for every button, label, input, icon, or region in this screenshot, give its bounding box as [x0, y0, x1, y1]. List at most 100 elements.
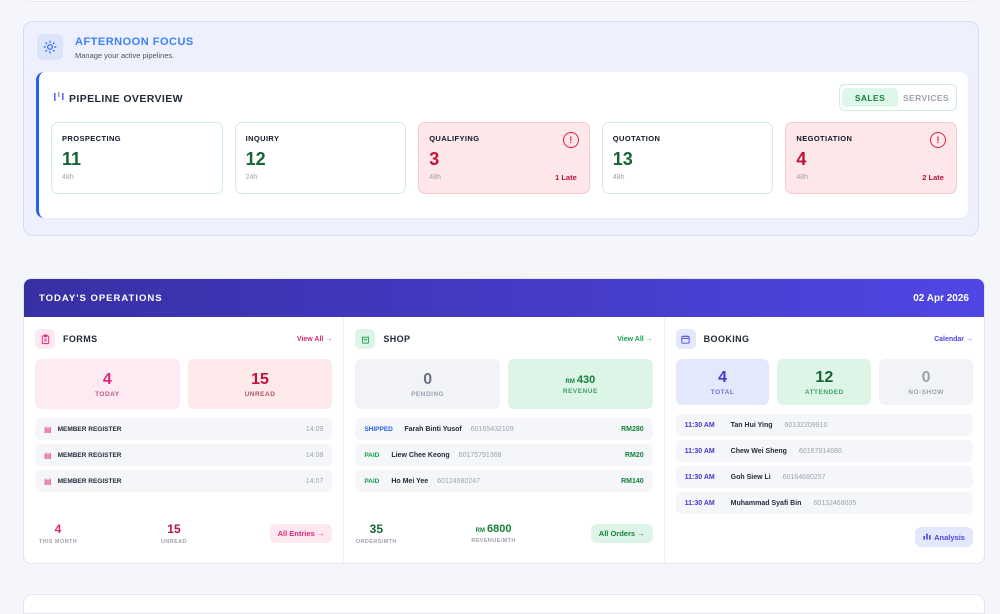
- order-row[interactable]: SHIPPED Farah Binti Yusof 60165432109 RM…: [355, 418, 653, 440]
- customer-name: Liew Chee Keong: [391, 451, 450, 459]
- foot-value: 4: [54, 522, 62, 536]
- calendar-link[interactable]: Calendar →: [934, 335, 973, 343]
- customer-name: Farah Binti Yusof: [404, 425, 462, 433]
- guest-name: Goh Siew Li: [730, 473, 771, 481]
- bar-chart-icon: [923, 532, 931, 542]
- currency-label: RM: [565, 378, 575, 385]
- booking-time: 11:30 AM: [684, 421, 715, 429]
- shop-panel: SHOP View All → 0 PENDING RM 430 REVENUE: [343, 317, 663, 563]
- booking-row[interactable]: 11:30 AM Muhammad Syafi Bin 60132468035: [675, 492, 973, 514]
- stage-card-prospecting[interactable]: PROSPECTING 11 48h: [51, 122, 223, 194]
- booking-time: 11:30 AM: [684, 499, 715, 507]
- operations-title: TODAY'S OPERATIONS: [39, 292, 163, 304]
- forms-unread-stat: 15 UNREAD: [187, 359, 333, 409]
- form-entry-row[interactable]: ▤ MEMBER REGISTER 14:08: [35, 444, 333, 466]
- stat-label: PENDING: [411, 390, 445, 398]
- guest-phone: 60132468035: [813, 499, 857, 507]
- shop-title: SHOP: [383, 334, 411, 344]
- todays-operations-card: TODAY'S OPERATIONS 02 Apr 2026 FORMS Vie…: [23, 278, 985, 564]
- foot-value: 15: [167, 522, 181, 536]
- form-entry-row[interactable]: ▤ MEMBER REGISTER 14:07: [35, 470, 333, 492]
- stage-sla: 48h: [62, 174, 74, 181]
- toggle-sales[interactable]: SALES: [842, 88, 898, 107]
- pipeline-type-toggle: SALES SERVICES: [839, 84, 957, 111]
- document-icon: ▤: [44, 450, 52, 460]
- booking-total-stat: 4 TOTAL: [675, 359, 770, 405]
- analysis-button[interactable]: Analysis: [915, 527, 973, 547]
- stage-card-negotiation[interactable]: ! NEGOTIATION 4 48h 2 Late: [785, 122, 957, 194]
- previous-section-edge: [23, 0, 978, 2]
- pipeline-title: PIPELINE OVERVIEW: [54, 92, 183, 105]
- stat-value: 0: [423, 370, 433, 388]
- stat-value: 0: [921, 368, 931, 386]
- foot-label: THIS MONTH: [38, 539, 78, 545]
- form-time: 14:07: [305, 477, 324, 485]
- order-status-badge: PAID: [364, 477, 380, 485]
- stat-value: 4: [102, 370, 112, 388]
- guest-phone: 60132209910: [784, 421, 828, 429]
- order-amount: RM280: [621, 425, 644, 433]
- booking-time: 11:30 AM: [684, 473, 715, 481]
- order-row[interactable]: PAID Ho Mei Yee 60124680247 RM140: [355, 470, 653, 492]
- forms-unread-foot-stat: 15 UNREAD: [161, 522, 187, 545]
- booking-row[interactable]: 11:30 AM Goh Siew Li 60164680257: [675, 466, 973, 488]
- all-orders-button[interactable]: All Orders →: [590, 524, 653, 543]
- stage-count: 3: [429, 149, 440, 169]
- document-icon: ▤: [44, 476, 52, 486]
- form-entry-row[interactable]: ▤ MEMBER REGISTER 14:09: [35, 418, 333, 440]
- forms-today-stat: 4 TODAY: [35, 359, 180, 409]
- foot-label: UNREAD: [161, 539, 187, 545]
- sun-icon: [37, 34, 63, 60]
- currency-label: RM: [475, 528, 485, 534]
- focus-subtitle: Manage your active pipelines.: [75, 51, 175, 60]
- stage-count: 4: [796, 149, 807, 169]
- pipeline-overview-card: PIPELINE OVERVIEW SALES SERVICES PROSPEC…: [36, 72, 968, 218]
- late-count: 1 Late: [555, 173, 577, 182]
- booking-time: 11:30 AM: [684, 447, 715, 455]
- form-time: 14:09: [305, 425, 324, 433]
- stage-card-quotation[interactable]: QUOTATION 13 48h: [601, 122, 774, 194]
- order-amount: RM20: [624, 451, 644, 459]
- customer-phone: 60165432109: [470, 425, 514, 433]
- booking-row[interactable]: 11:30 AM Chew Wei Sheng 60167914680: [675, 440, 973, 462]
- shop-pending-stat: 0 PENDING: [355, 359, 500, 409]
- stage-sla: 48h: [612, 174, 625, 181]
- clipboard-icon: [35, 329, 55, 349]
- stage-sla: 24h: [245, 174, 258, 181]
- forms-panel: FORMS View All → 4 TODAY 15 UNREAD ▤ MEM…: [24, 317, 343, 563]
- booking-title: BOOKING: [703, 334, 750, 344]
- stage-count: 11: [62, 149, 82, 169]
- shop-view-all-link[interactable]: View All →: [617, 335, 653, 343]
- all-entries-button[interactable]: All Entries →: [269, 524, 333, 543]
- stage-card-inquiry[interactable]: INQUIRY 12 24h: [234, 122, 407, 194]
- stat-value: 4: [718, 368, 727, 386]
- stage-name: QUOTATION: [612, 134, 661, 143]
- toggle-services[interactable]: SERVICES: [902, 92, 950, 103]
- order-row[interactable]: PAID Liew Chee Keong 60175791368 RM20: [355, 444, 653, 466]
- alert-icon: !: [562, 132, 579, 148]
- booking-row[interactable]: 11:30 AM Tan Hui Ying 60132209910: [675, 414, 973, 436]
- guest-phone: 60164680257: [782, 473, 826, 481]
- foot-label: ORDERS/MTH: [355, 539, 397, 545]
- form-name: MEMBER REGISTER: [57, 477, 122, 485]
- pipeline-title-text: PIPELINE OVERVIEW: [69, 92, 183, 105]
- customer-phone: 60175791368: [458, 451, 502, 459]
- guest-name: Muhammad Syafi Bin: [730, 499, 802, 507]
- guest-name: Chew Wei Sheng: [730, 447, 787, 455]
- stage-count: 13: [612, 149, 633, 169]
- stage-name: NEGOTIATION: [796, 134, 853, 143]
- booking-no-show-stat: 0 NO-SHOW: [879, 359, 973, 405]
- customer-name: Ho Mei Yee: [391, 477, 429, 485]
- customer-phone: 60124680247: [437, 477, 480, 485]
- forms-view-all-link[interactable]: View All →: [296, 335, 333, 343]
- stage-card-qualifying[interactable]: ! QUALIFYING 3 48h 1 Late: [418, 122, 590, 194]
- order-status-badge: SHIPPED: [364, 425, 393, 433]
- booking-panel: BOOKING Calendar → 4 TOTAL 12 ATTENDED 0…: [663, 317, 984, 563]
- stage-sla: 48h: [796, 174, 809, 181]
- form-name: MEMBER REGISTER: [57, 425, 122, 433]
- stage-name: QUALIFYING: [429, 134, 480, 143]
- stage-name: PROSPECTING: [62, 134, 121, 143]
- pipeline-bars-icon: [54, 92, 64, 105]
- stat-label: ATTENDED: [804, 388, 844, 396]
- orders-month-stat: 35 ORDERS/MTH: [355, 522, 397, 545]
